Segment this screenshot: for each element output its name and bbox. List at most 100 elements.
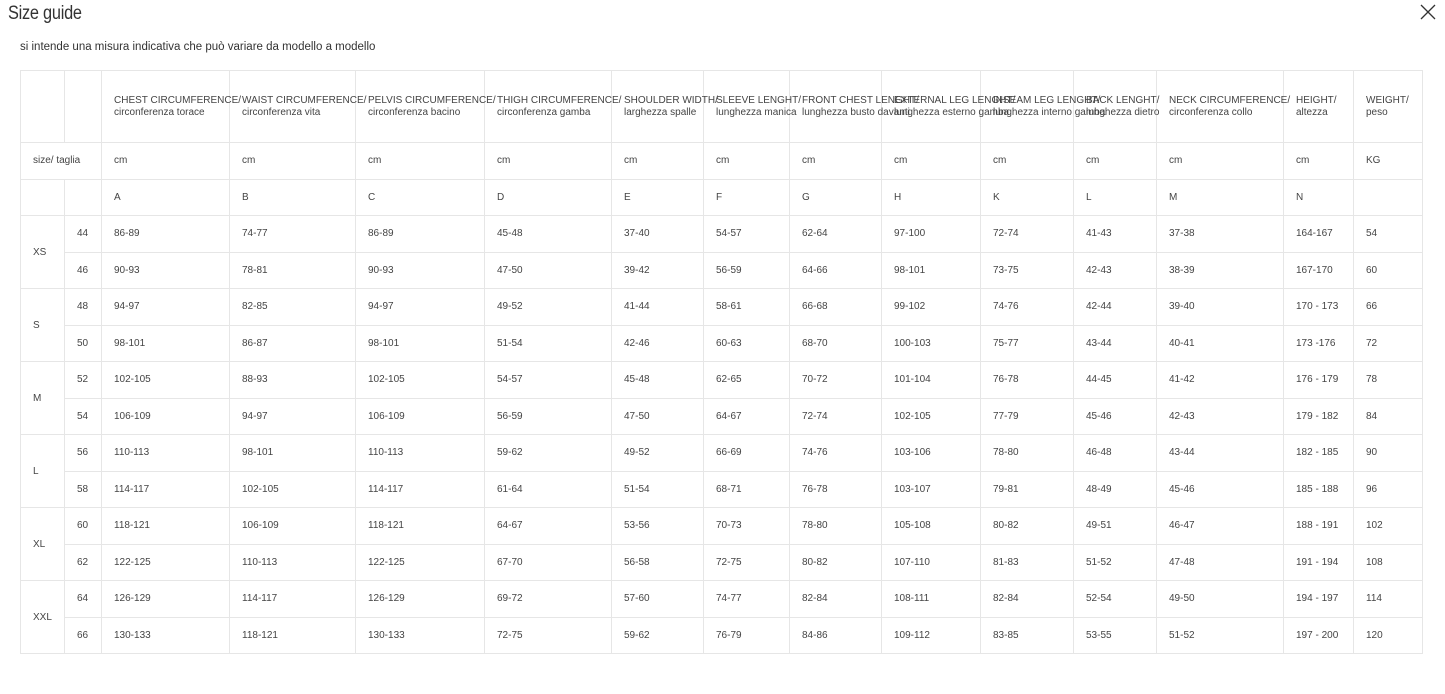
measurement-cell: 59-62 [484,434,612,472]
column-header-en: FRONT CHEST LENGHT/ [802,94,919,106]
measurement-cell: 37-40 [611,215,704,253]
measurement-cell: 84 [1353,397,1423,435]
column-header: HEIGHT/altezza [1283,70,1354,143]
measurement-cell: 122-125 [101,543,230,581]
measurement-cell: 102-105 [355,361,485,399]
column-header-en: HEIGHT/ [1296,94,1337,106]
measurement-cell: 49-50 [1156,580,1284,618]
measurement-cell: 176 - 179 [1283,361,1354,399]
size-letter: XS [20,215,65,289]
measurement-cell: 56-58 [611,543,704,581]
table-row: M 52 102-105 88-93 102-105 54-57 45-48 62-65 70-… [20,361,1423,435]
code-cell: N [1283,178,1354,216]
size-number: 56 [64,434,102,472]
measurement-cell: 120 [1353,616,1423,654]
measurement-cell: 88-93 [229,361,356,399]
header-row: CHEST CIRCUMFERENCE/circonferenza torace… [20,70,1423,143]
column-header-it: lunghezza manica [716,106,797,118]
measurement-cell: 42-43 [1073,251,1157,289]
table-row: 50 98-101 86-87 98-101 51-54 42-46 60-63 68-70 1… [21,324,1423,362]
measurement-cell: 164-167 [1283,215,1354,253]
measurement-cell: 97-100 [881,215,981,253]
column-header: BACK LENGHT/lunghezza dietro [1073,70,1160,143]
measurement-cell: 64-67 [484,507,612,545]
measurement-cell: 60 [1353,251,1423,289]
measurement-cell: 114 [1353,580,1423,618]
column-header: FRONT CHEST LENGHT/lunghezza busto davan… [789,70,919,143]
unit-cell: cm [229,142,356,180]
measurement-cell: 62-64 [789,215,882,253]
size-label: size/ taglia [20,142,102,180]
size-number: 66 [64,616,102,654]
measurement-cell: 105-108 [881,507,981,545]
column-header: WAIST CIRCUMFERENCE/circonferenza vita [229,70,367,143]
measurement-cell: 38-39 [1156,251,1284,289]
close-button[interactable] [1418,3,1438,23]
size-letter: M [20,361,65,435]
size-guide-note: si intende una misura indicativa che può… [20,41,376,53]
measurement-cell: 182 - 185 [1283,434,1354,472]
column-header: PELVIS CIRCUMFERENCE/circonferenza bacin… [355,70,496,143]
measurement-cell: 188 - 191 [1283,507,1354,545]
measurement-cell: 194 - 197 [1283,580,1354,618]
measurement-cell: 70-73 [703,507,790,545]
measurement-cell: 106-109 [355,397,485,435]
measurement-cell: 108-111 [881,580,981,618]
column-header-en: WEIGHT/ [1366,94,1409,106]
code-cell [1353,178,1423,216]
measurement-cell: 72 [1353,324,1423,362]
measurement-cell: 101-104 [881,361,981,399]
measurement-cell: 94-97 [101,288,230,326]
unit-cell: cm [703,142,790,180]
measurement-cell: 86-89 [355,215,485,253]
column-header: THIGH CIRCUMFERENCE/circonferenza gamba [484,70,621,143]
column-header-it: lunghezza busto davanti [802,106,910,118]
measurement-cell: 56-59 [703,251,790,289]
measurement-cell: 54 [1353,215,1423,253]
measurement-cell: 102-105 [229,470,356,508]
measurement-cell: 49-52 [484,288,612,326]
measurement-cell: 103-106 [881,434,981,472]
measurement-cell: 86-87 [229,324,356,362]
page-title: Size guide [8,3,82,24]
column-header-it: peso [1366,106,1388,118]
measurement-cell: 74-76 [789,434,882,472]
measurement-cell: 49-52 [611,434,704,472]
measurement-cell: 197 - 200 [1283,616,1354,654]
measurement-cell: 78-81 [229,251,356,289]
table-row: XL 60 118-121 106-109 118-121 64-67 53-56 70-73… [20,507,1423,581]
column-header: NECK CIRCUMFERENCE/circonferenza collo [1156,70,1290,143]
column-header-en: WAIST CIRCUMFERENCE/ [242,94,367,106]
measurement-cell: 109-112 [881,616,981,654]
measurement-cell: 66-68 [789,288,882,326]
measurement-cell: 80-82 [980,507,1074,545]
size-number: 48 [64,288,102,326]
empty-cell [20,178,65,216]
measurement-cell: 102-105 [881,397,981,435]
measurement-cell: 110-113 [355,434,485,472]
unit-cell: cm [1156,142,1284,180]
measurement-cell: 77-79 [980,397,1074,435]
measurement-cell: 42-43 [1156,397,1284,435]
measurement-cell: 78-80 [980,434,1074,472]
column-header-it: lunghezza esterno gamba [894,106,1010,118]
measurement-cell: 68-71 [703,470,790,508]
measurement-cell: 41-42 [1156,361,1284,399]
measurement-cell: 98-101 [355,324,485,362]
code-cell: K [980,178,1074,216]
measurement-cell: 96 [1353,470,1423,508]
measurement-cell: 42-46 [611,324,704,362]
measurement-cell: 41-44 [611,288,704,326]
measurement-cell: 37-38 [1156,215,1284,253]
measurement-cell: 106-109 [101,397,230,435]
size-number: 62 [64,543,102,581]
measurement-cell: 99-102 [881,288,981,326]
measurement-cell: 44-45 [1073,361,1157,399]
measurement-cell: 76-78 [980,361,1074,399]
measurement-cell: 74-77 [703,580,790,618]
table-row: 66 130-133 118-121 130-133 72-75 59-62 76-79 84… [21,616,1423,654]
measurement-cell: 45-46 [1073,397,1157,435]
column-header-it: lunghezza dietro [1086,106,1160,118]
measurement-cell: 54-57 [484,361,612,399]
measurement-cell: 80-82 [789,543,882,581]
